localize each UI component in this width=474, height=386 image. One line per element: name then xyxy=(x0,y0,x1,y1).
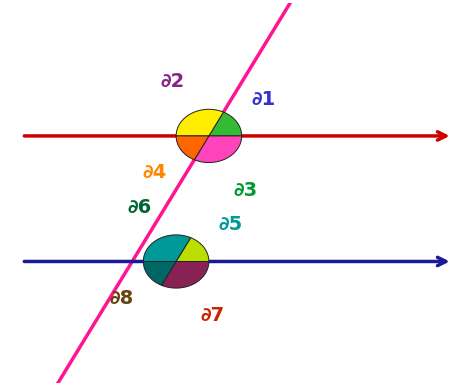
Text: ∂6: ∂6 xyxy=(128,198,152,217)
Wedge shape xyxy=(194,136,242,163)
Wedge shape xyxy=(162,261,209,288)
Text: ∂5: ∂5 xyxy=(219,215,243,234)
Wedge shape xyxy=(176,238,209,261)
Text: ∂1: ∂1 xyxy=(251,90,275,109)
Text: ∂4: ∂4 xyxy=(142,163,167,182)
Wedge shape xyxy=(143,235,191,261)
Text: ∂8: ∂8 xyxy=(109,289,134,308)
Text: ∂7: ∂7 xyxy=(201,306,225,325)
Text: ∂2: ∂2 xyxy=(160,72,184,91)
Wedge shape xyxy=(176,136,209,160)
Text: ∂3: ∂3 xyxy=(234,181,258,200)
Wedge shape xyxy=(209,112,242,136)
Wedge shape xyxy=(143,261,176,285)
Wedge shape xyxy=(176,109,223,136)
